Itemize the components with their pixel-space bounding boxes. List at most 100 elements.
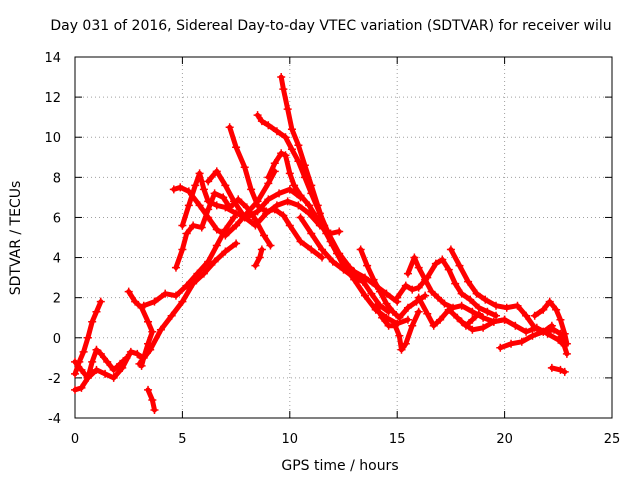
data-point [184,201,193,210]
data-point [492,311,501,320]
data-point [403,315,412,324]
data-point [225,123,234,132]
y-tick-label: 2 [53,292,61,307]
data-point [296,191,305,200]
data-point [169,185,178,194]
data-point [264,121,273,130]
data-point [161,289,170,298]
data-point [466,295,475,304]
series-trace-arc-18 [358,247,428,321]
data-point [122,353,131,362]
data-point [232,239,241,248]
data-point [182,229,191,238]
data-point [255,253,264,262]
data-point [496,343,505,352]
data-point [436,315,445,324]
data-point [195,201,204,210]
data-point [431,259,440,268]
data-point [296,237,305,246]
data-point [210,189,219,198]
data-point [414,307,423,316]
data-point [260,231,269,240]
data-point [296,213,305,222]
data-point [547,363,556,372]
data-point [562,349,571,358]
data-point [550,325,559,334]
data-point [395,313,404,322]
data-point [502,303,511,312]
x-axis-label: GPS time / hours [281,458,398,474]
plot-frame [74,56,613,419]
data-point [388,307,397,316]
data-point [109,365,118,374]
x-tick-label: 15 [389,432,406,447]
data-point [367,289,376,298]
data-point [83,373,92,382]
grid [75,57,612,418]
data-point [500,315,509,324]
data-point [101,369,110,378]
data-point [204,205,213,214]
data-point [350,273,359,282]
data-point [92,307,101,316]
y-tick-label: 6 [53,211,61,226]
data-point [225,203,234,212]
data-point [92,365,101,374]
data-point [281,133,290,142]
x-tick-label: 10 [282,432,299,447]
data-point [356,245,365,254]
data-point [294,141,303,150]
data-point [272,127,281,136]
data-point [457,317,466,326]
data-point [562,339,571,348]
data-point [270,159,279,168]
data-point [300,161,309,170]
data-point [489,317,498,326]
data-point [133,349,142,358]
data-point [339,265,348,274]
data-point [171,263,180,272]
data-point [257,245,266,254]
data-point [212,225,221,234]
data-point [560,367,569,376]
data-point [135,359,144,368]
data-point [221,231,230,240]
data-point [212,241,221,250]
data-point [290,181,299,190]
data-point [277,149,286,158]
data-point [446,245,455,254]
data-point [397,345,406,354]
data-point [195,169,204,178]
data-point [96,349,105,358]
data-point [513,301,522,310]
data-point [294,201,303,210]
y-tick-label: 14 [44,51,61,66]
data-point [423,309,432,318]
data-point [150,405,159,414]
data-point [116,359,125,368]
data-point [167,311,176,320]
data-point [124,287,133,296]
y-tick-label: 0 [53,332,61,347]
data-point [148,327,157,336]
data-point [191,181,200,190]
series-trace-arc-16 [265,150,411,327]
data-point [229,197,238,206]
y-tick-label: 10 [44,131,61,146]
data-point [281,151,290,160]
data-point [242,203,251,212]
data-point [232,221,241,230]
data-point [313,215,322,224]
data-point [444,265,453,274]
data-point [83,333,92,342]
data-marks [71,73,571,414]
data-point [176,183,185,192]
y-tick-label: 8 [53,171,61,186]
data-point [204,177,213,186]
data-point [221,247,230,256]
data-point [232,143,241,152]
axis-ticks: 0 5 10 15 20 25 -4 -2 0 2 4 6 8 10 12 14 [44,51,620,447]
data-point [539,327,548,336]
series-trace-arc-10 [173,190,273,271]
data-point [275,189,284,198]
